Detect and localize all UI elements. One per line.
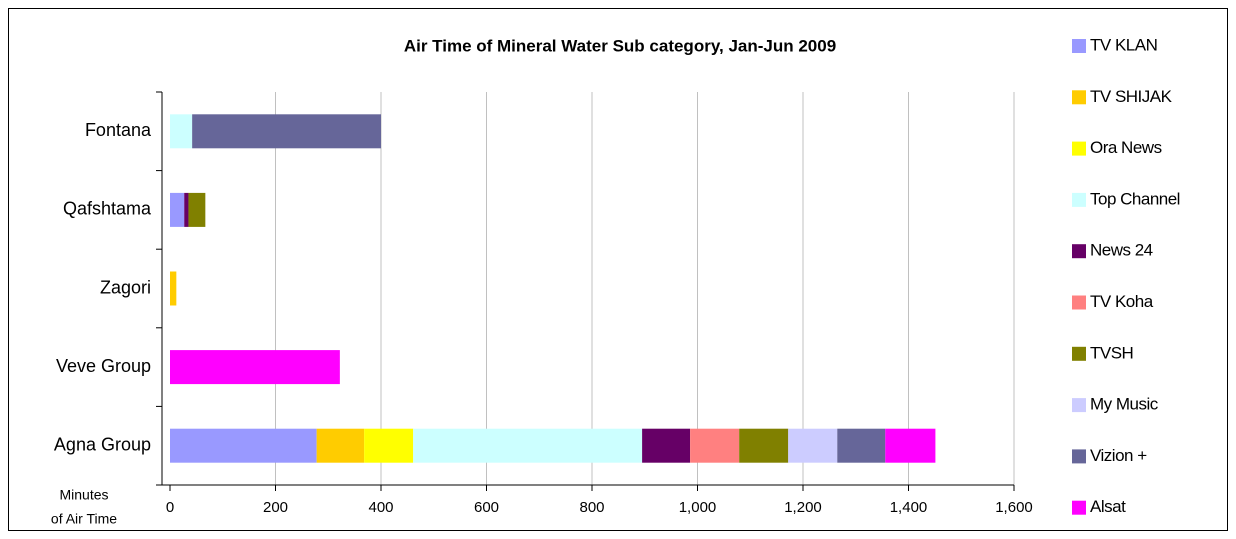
legend-swatch	[1072, 500, 1086, 515]
bar-segment	[690, 428, 740, 463]
legend-label: Vizion +	[1090, 446, 1147, 465]
legend-label: TV KLAN	[1090, 35, 1157, 54]
legend-swatch	[1072, 295, 1086, 310]
x-axis-label: of Air Time	[51, 511, 117, 527]
bar-segment	[413, 428, 643, 463]
legend-swatch	[1072, 90, 1086, 105]
legend-label: TV Koha	[1090, 292, 1154, 311]
x-tick-label: 1,200	[784, 499, 822, 516]
legend-swatch	[1072, 39, 1086, 53]
legend-label: TV SHIJAK	[1090, 87, 1173, 106]
legend-swatch	[1072, 449, 1086, 464]
legend-swatch	[1072, 192, 1086, 207]
x-axis-label: Minutes	[59, 487, 108, 503]
bar-segment	[642, 428, 691, 463]
x-tick-label: 800	[579, 499, 604, 516]
y-tick-label: Fontana	[85, 120, 152, 140]
legend-swatch	[1072, 398, 1086, 413]
bar-segment	[170, 114, 193, 149]
legend-label: Alsat	[1090, 497, 1126, 516]
y-tick-label: Qafshtama	[63, 199, 152, 219]
legend-label: Ora News	[1090, 138, 1162, 157]
legend-label: My Music	[1090, 395, 1159, 414]
x-tick-label: 0	[166, 499, 174, 516]
y-tick-label: Zagori	[100, 277, 151, 297]
bar-segment	[184, 192, 189, 227]
bar-segment	[885, 428, 936, 463]
bar-segment	[170, 428, 317, 463]
legend-label: TVSH	[1090, 343, 1133, 362]
x-tick-label: 400	[368, 499, 393, 516]
bar-segment	[192, 114, 381, 149]
bar-segment	[188, 192, 206, 227]
legend-swatch	[1072, 244, 1086, 259]
bar-segment	[170, 192, 185, 227]
legend-label: Top Channel	[1090, 189, 1180, 208]
bar-segment	[170, 350, 340, 385]
x-tick-label: 200	[263, 499, 288, 516]
x-tick-label: 1,400	[890, 499, 928, 516]
bar-segment	[170, 271, 177, 306]
x-tick-label: 1,000	[679, 499, 717, 516]
bar-segment	[316, 428, 365, 463]
y-tick-label: Agna Group	[54, 434, 151, 454]
bar-segment	[364, 428, 414, 463]
x-tick-label: 600	[474, 499, 499, 516]
legend-swatch	[1072, 141, 1086, 156]
bar-segment	[788, 428, 838, 463]
y-tick-label: Veve Group	[56, 356, 151, 376]
legend-swatch	[1072, 346, 1086, 361]
legend-label: News 24	[1090, 241, 1153, 260]
bar-segment	[837, 428, 886, 463]
x-tick-label: 1,600	[995, 499, 1033, 516]
chart-title: Air Time of Mineral Water Sub category, …	[404, 36, 836, 55]
bar-segment	[739, 428, 789, 463]
